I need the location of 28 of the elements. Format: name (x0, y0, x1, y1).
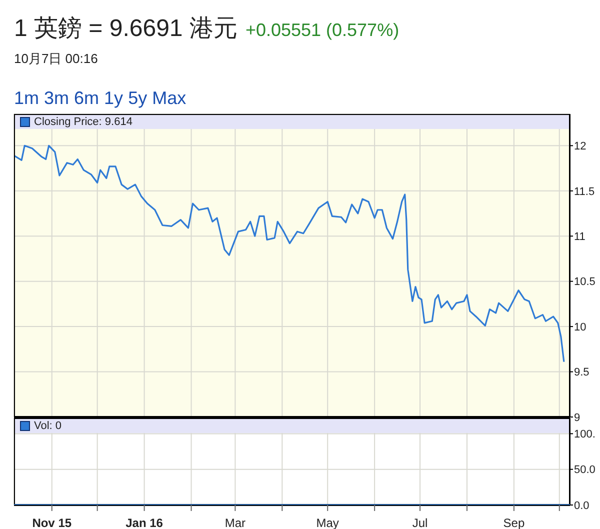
legend-header: Closing Price: 9.614 (15, 115, 569, 129)
legend-label: Closing Price: 9.614 (33, 116, 132, 128)
y-tick-label: 9 (574, 412, 580, 424)
legend-label: Vol: 0 (33, 420, 62, 432)
y-tick-label: 50.0 (574, 464, 596, 476)
x-tick-label: Jul (412, 516, 428, 529)
line-series (14, 144, 565, 363)
y-tick-label: 9.5 (574, 366, 590, 379)
x-tick-label: Jan 16 (126, 516, 164, 529)
text: +0.05551 (0.577%) (245, 20, 400, 40)
y-tick-label: 10.5 (574, 276, 596, 288)
y-tick-label: 10 (574, 321, 586, 334)
x-tick-label: Mar (224, 516, 246, 529)
chart-title: 1 英鎊 = 9.6691 港元 (14, 15, 238, 42)
text: Max (152, 88, 186, 108)
legend-header: Vol: 0 (15, 419, 569, 433)
text: 3m (44, 88, 70, 108)
y-tick-label: 0.0 (574, 500, 590, 512)
y-tick-label: 11.5 (574, 186, 595, 198)
text: 1y (104, 88, 124, 108)
y-tick-label: 12 (574, 140, 586, 153)
chart-subtitle: 10月7日 00:16 (14, 50, 98, 68)
text: 1m (14, 88, 40, 108)
text: 5y (128, 88, 148, 108)
y-tick-label: 100. (574, 428, 596, 441)
x-tick-label: Nov 15 (32, 516, 72, 529)
text: 6m (74, 88, 100, 108)
y-tick-label: 11 (574, 231, 586, 244)
